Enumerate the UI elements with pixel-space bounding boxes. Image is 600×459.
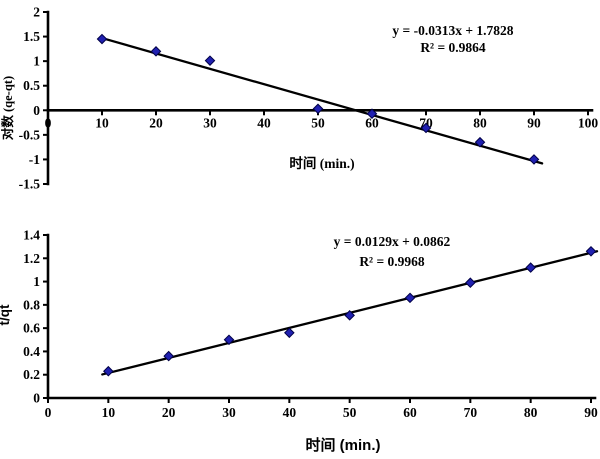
x-tick-label: 80: [524, 405, 538, 420]
data-point: [150, 46, 162, 57]
trendline: [100, 36, 544, 165]
y-tick-label: 2: [33, 5, 40, 20]
data-point: [465, 277, 476, 289]
x-tick-label: 0: [45, 115, 52, 130]
data-point: [204, 55, 216, 66]
chart-second-order-plot-area: 0 10 20 30 40 50 60 70 80 90 0 0.2 0.4 0.6 0.8 1 1.2 1.4: [23, 228, 599, 420]
equation-label: y = -0.0313x + 1.7828: [392, 23, 513, 38]
y-axis-label: 对数 (qe-qt): [0, 76, 15, 140]
y-tick-label: 0.8: [23, 297, 40, 312]
y-axis-label: t/qt: [0, 304, 12, 325]
y-tick-label: 1.5: [23, 29, 40, 44]
y-tick-label: 1: [33, 54, 40, 69]
x-tick-label: 40: [283, 405, 297, 420]
data-point: [103, 365, 114, 377]
data-point: [525, 262, 536, 273]
x-tick-label: 50: [343, 405, 357, 420]
data-point: [284, 327, 295, 339]
x-axis-label: 时间 (min.): [289, 155, 354, 171]
x-tick-label: 70: [464, 405, 478, 420]
equation-label: y = 0.0129x + 0.0862: [334, 234, 451, 249]
x-tick-label: 0: [45, 405, 52, 420]
x-tick-label: 80: [473, 115, 487, 130]
y-tick-label: 1: [33, 274, 40, 289]
x-tick-label: 60: [365, 115, 379, 130]
y-tick-label: 0: [33, 103, 40, 118]
chart-first-order: 0102030405060708090100-1.5-1-0.500.511.5…: [0, 5, 598, 192]
chart-first-order-plot-area: 0102030405060708090100-1.5-1-0.500.511.5…: [19, 5, 599, 192]
y-tick-label: -1.5: [19, 177, 41, 192]
x-tick-label: 20: [149, 115, 163, 130]
chart-second-order: 0 10 20 30 40 50 60 70 80 9000.20.40.60.811.21.4 …: [0, 228, 599, 454]
y-tick-label: 0.2: [23, 367, 40, 382]
data-point: [585, 245, 597, 257]
x-tick-label: 100: [578, 115, 599, 130]
y-tick-label: 0.5: [23, 78, 40, 93]
x-tick-label: 30: [203, 115, 217, 130]
data-point: [344, 310, 355, 321]
y-tick-label: -0.5: [19, 127, 41, 142]
y-tick-label: 1.2: [23, 251, 40, 266]
y-tick-label: 0.4: [23, 344, 40, 359]
data-point: [474, 136, 486, 148]
y-tick-label: 1.4: [23, 228, 40, 243]
x-tick-label: 10: [102, 405, 116, 420]
x-tick-label: 20: [162, 405, 176, 420]
y-tick-label: -1: [29, 152, 40, 167]
x-tick-label: 90: [527, 115, 541, 130]
x-tick-label: 40: [257, 115, 271, 130]
data-point: [420, 122, 432, 134]
x-axis-label: 时间 (min.): [306, 436, 381, 454]
data-point: [528, 154, 540, 165]
x-tick-label: 50: [311, 115, 325, 130]
x-tick-label: 60: [403, 405, 417, 420]
x-tick-label: 10: [95, 115, 109, 130]
data-point: [96, 33, 108, 45]
data-point: [312, 103, 324, 115]
x-tick-label: 30: [222, 405, 236, 420]
data-point: [366, 108, 378, 120]
data-point: [223, 334, 235, 346]
y-tick-label: 0.6: [23, 321, 40, 336]
data-point: [404, 292, 416, 304]
x-tick-label: 90: [584, 405, 598, 420]
data-point: [163, 350, 174, 362]
y-tick-label: 0: [33, 391, 40, 406]
r-squared-label: R² = 0.9968: [359, 254, 425, 269]
r-squared-label: R² = 0.9864: [420, 40, 486, 55]
